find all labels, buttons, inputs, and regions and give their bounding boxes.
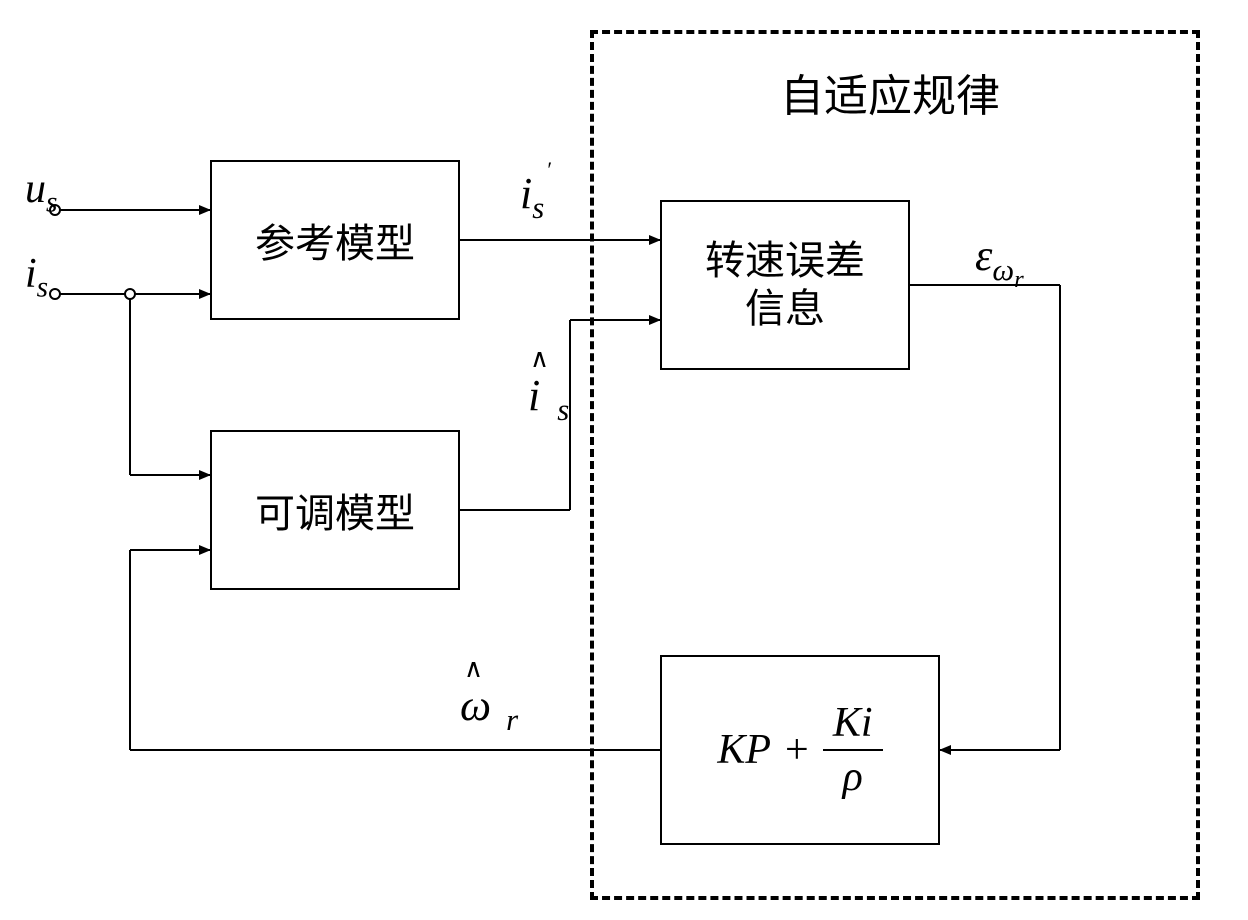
diagram-canvas: { "title_adaptive": "自适应规律", "inputs": {… (0, 0, 1248, 920)
var-u: u (25, 166, 46, 212)
adaptive-law-title: 自适应规律 (780, 60, 1000, 124)
speed-error-line1: 转速误差 (705, 237, 865, 285)
plus-sign: + (785, 726, 809, 774)
adjustable-model-label: 可调模型 (255, 481, 415, 539)
frac-bar (823, 749, 883, 751)
reference-model-label: 参考模型 (255, 211, 415, 269)
sub-s: s (46, 186, 57, 218)
input-is-label: is (25, 250, 48, 304)
frac-den: ρ (843, 755, 863, 799)
adjustable-model-block: 可调模型 (210, 430, 460, 590)
input-us-label: us (25, 165, 57, 219)
pi-controller-block: KP + Ki ρ (660, 655, 940, 845)
signal-is-prime: is ′ (520, 168, 544, 226)
frac-num: Ki (833, 701, 873, 745)
var-i: i (25, 251, 37, 297)
fraction: Ki ρ (823, 701, 883, 799)
speed-error-block: 转速误差 信息 (660, 200, 910, 370)
signal-omega-hat: ∧ ω r (460, 680, 518, 738)
signal-epsilon: εωr (975, 230, 1024, 294)
speed-error-line2: 信息 (745, 285, 825, 333)
signal-is-hat: ∧ i s (528, 370, 569, 428)
reference-model-block: 参考模型 (210, 160, 460, 320)
kp-term: KP (717, 726, 771, 774)
sub-s: s (37, 271, 48, 303)
